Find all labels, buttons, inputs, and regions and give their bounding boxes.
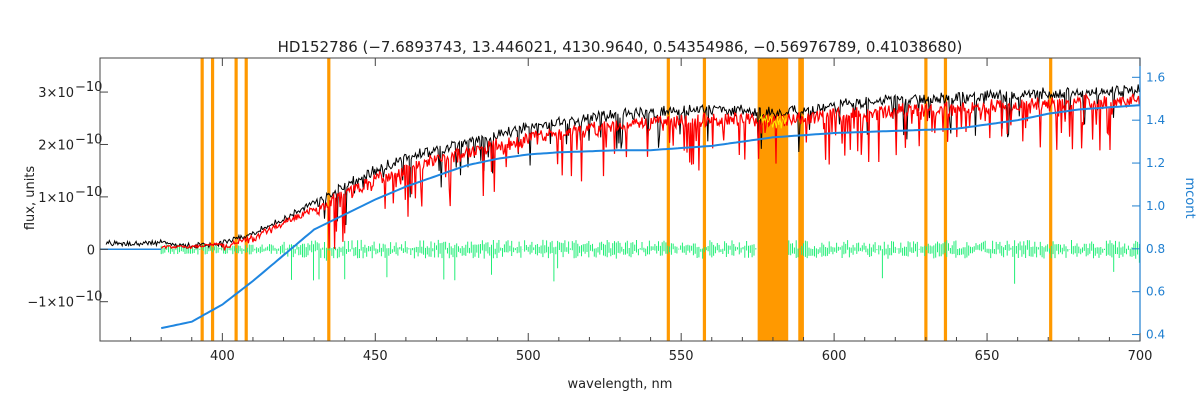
y-tick-label: −1×10 xyxy=(27,296,74,311)
masked-line xyxy=(924,58,928,341)
y-tick-label: 1×10 xyxy=(38,191,74,206)
y-tick-label: 2×10 xyxy=(38,138,74,153)
masked-line xyxy=(244,58,248,341)
y-tick-exponent: −10 xyxy=(75,80,102,95)
x-tick-label: 500 xyxy=(516,349,541,364)
y-tick-label: 3×10 xyxy=(38,86,74,101)
masked-line xyxy=(798,58,802,341)
masked-line xyxy=(327,58,331,341)
masked-line xyxy=(200,58,204,341)
residual-line xyxy=(160,239,1140,284)
x-tick-label: 400 xyxy=(210,349,235,364)
masked-line xyxy=(702,58,707,341)
y2-axis-label: mcont xyxy=(1182,177,1197,218)
y2-tick-label: 1.4 xyxy=(1146,113,1165,127)
x-tick-label: 600 xyxy=(822,349,847,364)
y2-tick-label: 1.2 xyxy=(1146,156,1165,170)
x-tick-label: 550 xyxy=(669,349,694,364)
model-series xyxy=(160,92,1140,251)
masked-line xyxy=(666,58,670,341)
y2-tick-label: 0.6 xyxy=(1146,285,1165,299)
y-tick-exponent: −10 xyxy=(75,290,102,305)
y-tick-exponent: −10 xyxy=(75,185,102,200)
residual-series xyxy=(100,239,1140,284)
masked-line xyxy=(800,58,804,341)
masked-line xyxy=(943,58,948,341)
y2-tick-label: 0.8 xyxy=(1146,242,1165,256)
y-tick-exponent: −10 xyxy=(75,132,102,147)
masked-line xyxy=(1049,58,1053,341)
masked-line xyxy=(234,58,238,341)
y2-tick-label: 1.6 xyxy=(1146,70,1165,84)
x-axis-ticks: 400 450 500 550 600 650 700 xyxy=(130,58,1153,364)
continuum-line xyxy=(161,104,1141,330)
masked-band-spectrum xyxy=(758,113,787,129)
masked-regions xyxy=(200,58,1053,341)
x-tick-label: 700 xyxy=(1128,349,1153,364)
x-tick-label: 450 xyxy=(363,349,388,364)
y-axis-label: flux, units xyxy=(23,166,38,231)
x-tick-label: 650 xyxy=(975,349,1000,364)
continuum-series xyxy=(161,104,1141,330)
y2-axis-ticks: 0.4 0.6 0.8 1.0 1.2 1.4 1.6 xyxy=(1132,70,1165,342)
model-flux-line xyxy=(160,92,1140,251)
y-tick-label: 0 xyxy=(87,243,95,258)
y2-tick-label: 0.4 xyxy=(1146,328,1165,342)
chart-title: HD152786 (−7.6893743, 13.446021, 4130.96… xyxy=(278,38,963,56)
masked-band xyxy=(757,58,789,341)
x-axis-label: wavelength, nm xyxy=(568,377,673,392)
masked-line xyxy=(210,58,215,341)
y2-tick-label: 1.0 xyxy=(1146,199,1165,213)
